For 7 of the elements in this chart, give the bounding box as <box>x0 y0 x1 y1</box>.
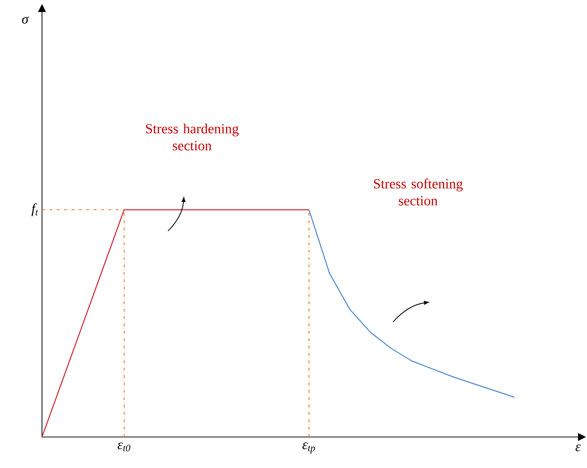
ref-line-label: f$_{t}$ <box>32 203 38 216</box>
text: Stress softening section <box>374 178 463 206</box>
x-tick-label: ε$_{tp}$ <box>302 442 315 454</box>
x-tick-label: ε$_{t0}$ <box>118 442 130 452</box>
text: Stress hardening section <box>146 124 239 150</box>
text: σ <box>22 16 29 24</box>
x-axis-title: ε <box>576 444 581 452</box>
